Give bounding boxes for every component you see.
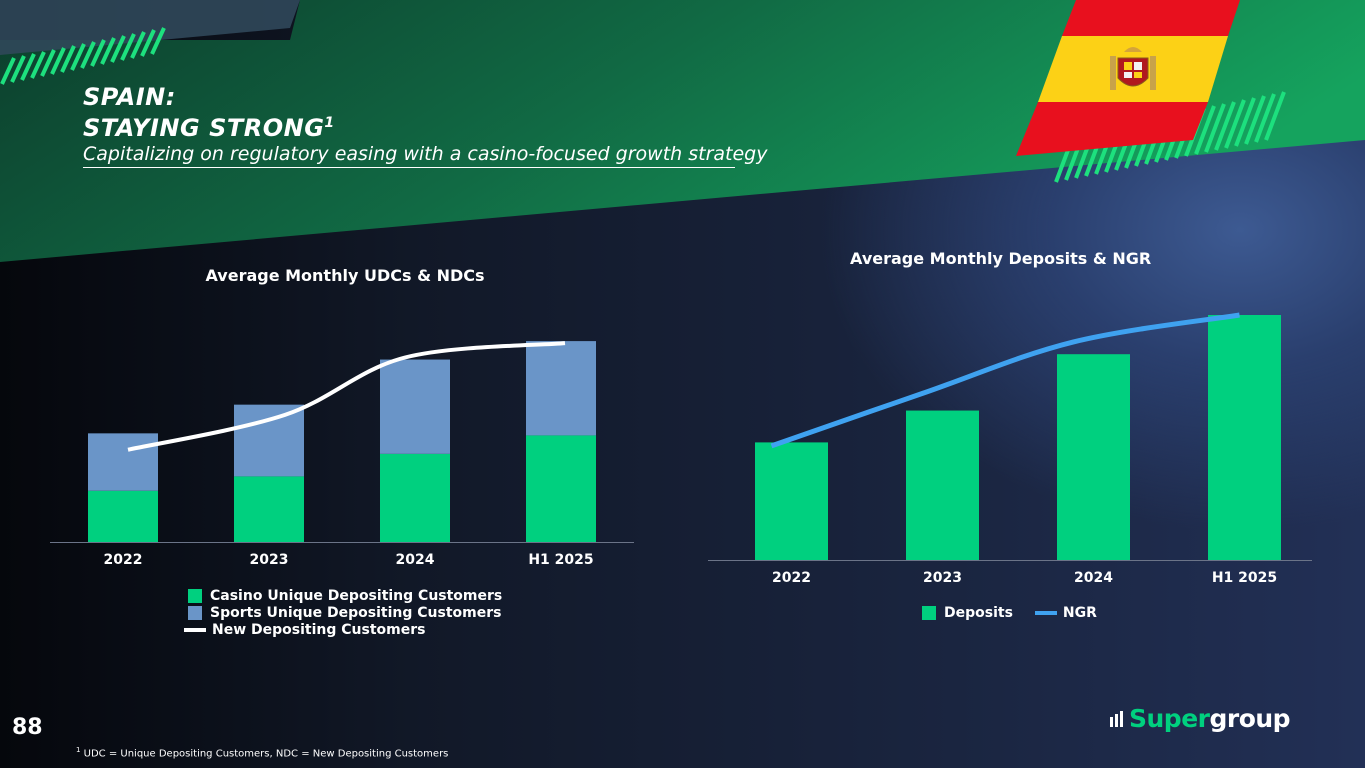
- green-band: [0, 0, 1365, 262]
- ngr-line: [770, 312, 1240, 449]
- legend-ndc-label: New Depositing Customers: [212, 621, 426, 638]
- legend-deposits: Deposits: [922, 604, 1013, 621]
- legend-ndc: New Depositing Customers: [184, 621, 502, 638]
- title-text: STAYING STRONG: [83, 114, 325, 142]
- legend-ndc-swatch: [184, 627, 206, 632]
- ndc-line: [127, 341, 566, 452]
- bar-sports-2023: [234, 404, 304, 477]
- legend-casino: Casino Unique Depositing Customers: [188, 587, 502, 604]
- page-number: 88: [12, 715, 43, 740]
- bar-sports-2024: [380, 359, 450, 454]
- bar-casino-h1-2025: [526, 435, 596, 542]
- logo-text-group: group: [1209, 704, 1291, 733]
- chart-title-udc: Average Monthly UDCs & NDCs: [205, 266, 485, 285]
- deposits-legend: Deposits NGR: [922, 604, 1097, 621]
- udc-ndc-chart: Average Monthly UDCs & NDCs 2022 2023 2024…: [40, 262, 650, 652]
- bar-casino-2024: [380, 453, 450, 542]
- legend-sports: Sports Unique Depositing Customers: [188, 604, 502, 621]
- title-line-2: STAYING STRONG1: [83, 110, 735, 141]
- footnote: 1 UDC = Unique Depositing Customers, NDC…: [76, 746, 448, 759]
- legend-sports-swatch: [188, 605, 202, 620]
- footnote-marker: 1: [76, 746, 81, 754]
- x-tick-label: 2022: [772, 570, 811, 586]
- supergroup-logo: Super group: [1110, 704, 1291, 733]
- title-block: SPAIN: STAYING STRONG1 Capitalizing on r…: [83, 83, 767, 168]
- coat-of-arms-icon: [1110, 47, 1156, 90]
- legend-casino-swatch: [188, 588, 202, 603]
- spain-flag: [1016, 0, 1240, 156]
- legend-ngr: NGR: [1034, 604, 1097, 621]
- bar-casino-2022: [88, 490, 158, 542]
- title-superscript: 1: [324, 115, 335, 131]
- deposits-ngr-plot: 2022 2023 2024 H1 2025: [708, 312, 1312, 586]
- bar-deposits-2024: [1057, 354, 1130, 560]
- legend-sports-label: Sports Unique Depositing Customers: [210, 604, 502, 621]
- x-tick-label: 2023: [923, 570, 962, 586]
- chart-title-deposits: Average Monthly Deposits & NGR: [850, 249, 1152, 268]
- grey-corner: [0, 0, 300, 55]
- bar-sports-h1-2025: [526, 341, 596, 436]
- bar-deposits-2023: [906, 410, 979, 560]
- x-tick-label: H1 2025: [1212, 570, 1277, 586]
- legend-deposits-label: Deposits: [944, 604, 1013, 621]
- logo-bars-icon: [1110, 710, 1125, 727]
- legend-casino-label: Casino Unique Depositing Customers: [210, 587, 503, 604]
- x-tick-label: 2024: [1074, 570, 1113, 586]
- legend-ngr-swatch: [1034, 610, 1057, 615]
- legend-deposits-swatch: [922, 605, 936, 620]
- udc-legend: Casino Unique Depositing Customers Sport…: [184, 587, 502, 638]
- legend-ngr-label: NGR: [1062, 604, 1097, 621]
- deposits-ngr-chart: Average Monthly Deposits & NGR 2022 2023 2…: [700, 245, 1320, 635]
- stripes-left: [0, 27, 166, 85]
- bar-deposits-h1-2025: [1208, 315, 1281, 560]
- x-tick-label: 2023: [250, 552, 289, 568]
- bar-sports-2022: [88, 433, 158, 491]
- udc-ndc-plot: 2022 2023 2024 H1 2025: [50, 341, 634, 568]
- x-tick-label: 2024: [396, 552, 435, 568]
- x-tick-label: 2022: [104, 552, 143, 568]
- bar-casino-2023: [234, 476, 304, 542]
- footnote-text: UDC = Unique Depositing Customers, NDC =…: [80, 748, 449, 760]
- bar-deposits-2022: [755, 442, 828, 560]
- logo-text-super: Super: [1129, 704, 1210, 733]
- title-line-1: SPAIN:: [83, 83, 176, 111]
- subtitle: Capitalizing on regulatory easing with a…: [83, 143, 767, 168]
- x-tick-label: H1 2025: [528, 552, 593, 568]
